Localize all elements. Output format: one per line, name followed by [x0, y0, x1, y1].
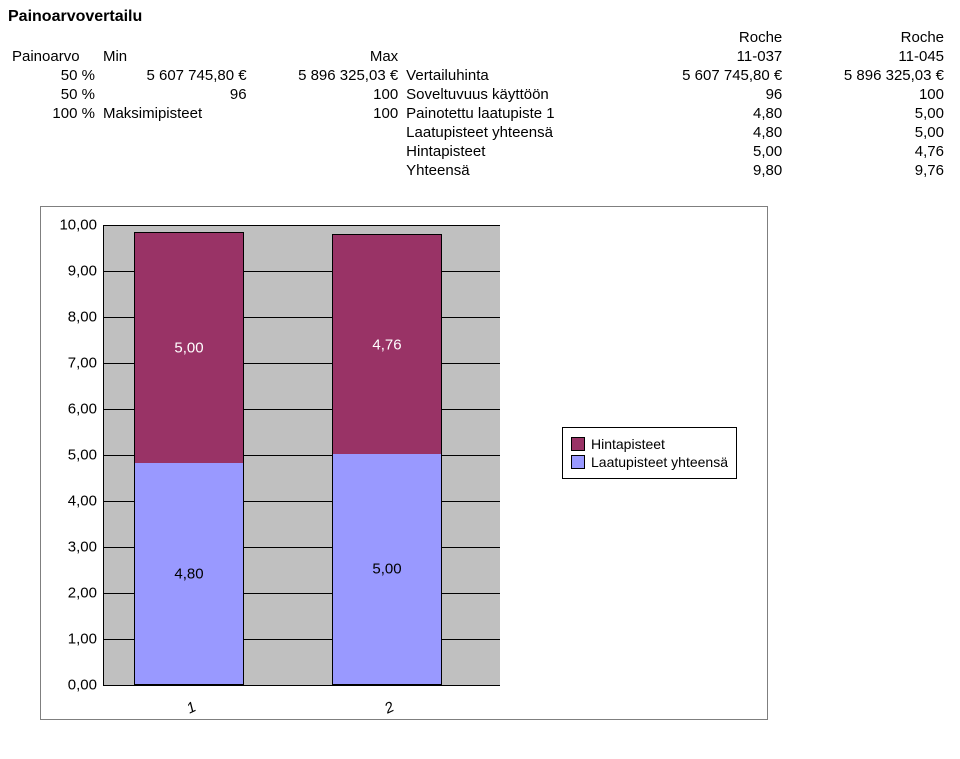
- cell-min: 5 607 745,80 €: [99, 66, 251, 85]
- cell-v2: 100: [786, 85, 948, 104]
- table-row: Yhteensä 9,80 9,76: [8, 161, 948, 180]
- cell-pct: 100 %: [8, 104, 99, 123]
- cell-v2: 5 896 325,03 €: [786, 66, 948, 85]
- cell-v1: 9,80: [625, 161, 787, 180]
- table-row: 50 % 5 607 745,80 € 5 896 325,03 € Verta…: [8, 66, 948, 85]
- y-tick-label: 9,00: [41, 263, 97, 280]
- cell-max: 100: [251, 104, 403, 123]
- col-painoarvo: Painoarvo: [8, 47, 99, 66]
- cell-label: Vertailuhinta: [402, 66, 624, 85]
- legend-item-hintapisteet: Hintapisteet: [571, 436, 728, 452]
- col-code-1: 11-037: [625, 47, 787, 66]
- grid-line: [104, 225, 500, 226]
- cell-label: Yhteensä: [402, 161, 624, 180]
- cell-pct: 50 %: [8, 66, 99, 85]
- y-tick-label: 1,00: [41, 631, 97, 648]
- cell-v2: 9,76: [786, 161, 948, 180]
- page-title: Painoarvovertailu: [8, 8, 948, 26]
- col-max: Max: [251, 47, 403, 66]
- data-table: Roche Roche Painoarvo Min Max 11-037 11-…: [8, 28, 948, 180]
- x-category-label: 2: [382, 698, 397, 717]
- bar-segment-top: [135, 233, 243, 464]
- table-row: Laatupisteet yhteensä 4,80 5,00: [8, 123, 948, 142]
- cell-v1: 5 607 745,80 €: [625, 66, 787, 85]
- stacked-bar: 4,765,00: [332, 234, 442, 685]
- cell-pct: 50 %: [8, 85, 99, 104]
- stacked-bar: 5,004,80: [134, 232, 244, 685]
- cell-v2: 5,00: [786, 104, 948, 123]
- chart-plot: 5,004,8014,765,002: [103, 225, 500, 686]
- cell-v1: 4,80: [625, 104, 787, 123]
- y-tick-label: 2,00: [41, 585, 97, 602]
- col-code-2: 11-045: [786, 47, 948, 66]
- table-row: Hintapisteet 5,00 4,76: [8, 142, 948, 161]
- bar-segment-bottom: [333, 454, 441, 684]
- cell-label: Soveltuvuus käyttöön: [402, 85, 624, 104]
- cell-label: Hintapisteet: [402, 142, 624, 161]
- legend-swatch-icon: [571, 455, 585, 469]
- y-tick-label: 10,00: [41, 217, 97, 234]
- table-row: 50 % 96 100 Soveltuvuus käyttöön 96 100: [8, 85, 948, 104]
- cell-v1: 4,80: [625, 123, 787, 142]
- cell-min: 96: [99, 85, 251, 104]
- bar-segment-top: [333, 235, 441, 455]
- cell-v2: 5,00: [786, 123, 948, 142]
- cell-v2: 4,76: [786, 142, 948, 161]
- cell-label: Painotettu laatupiste 1: [402, 104, 624, 123]
- chart-frame: 5,004,8014,765,002 Hintapisteet Laatupis…: [40, 206, 768, 720]
- legend-label: Hintapisteet: [591, 436, 665, 452]
- legend-label: Laatupisteet yhteensä: [591, 454, 728, 470]
- y-tick-label: 5,00: [41, 447, 97, 464]
- bar-segment-bottom: [135, 463, 243, 684]
- col-min: Min: [99, 47, 251, 66]
- x-category-label: 1: [184, 698, 199, 717]
- legend-swatch-icon: [571, 437, 585, 451]
- cell-v1: 96: [625, 85, 787, 104]
- y-tick-label: 4,00: [41, 493, 97, 510]
- y-tick-label: 6,00: [41, 401, 97, 418]
- y-tick-label: 7,00: [41, 355, 97, 372]
- legend-item-laatupisteet: Laatupisteet yhteensä: [571, 454, 728, 470]
- table-row: 100 % Maksimipisteet 100 Painotettu laat…: [8, 104, 948, 123]
- cell-v1: 5,00: [625, 142, 787, 161]
- col-roche-1: Roche: [625, 28, 787, 47]
- cell-max: 5 896 325,03 €: [251, 66, 403, 85]
- table-header-row-2: Painoarvo Min Max 11-037 11-045: [8, 47, 948, 66]
- cell-max: 100: [251, 85, 403, 104]
- chart-legend: Hintapisteet Laatupisteet yhteensä: [562, 427, 737, 479]
- col-roche-2: Roche: [786, 28, 948, 47]
- y-tick-label: 3,00: [41, 539, 97, 556]
- cell-label: Laatupisteet yhteensä: [402, 123, 624, 142]
- y-tick-label: 8,00: [41, 309, 97, 326]
- table-header-row-1: Roche Roche: [8, 28, 948, 47]
- y-tick-label: 0,00: [41, 677, 97, 694]
- cell-min: Maksimipisteet: [99, 104, 251, 123]
